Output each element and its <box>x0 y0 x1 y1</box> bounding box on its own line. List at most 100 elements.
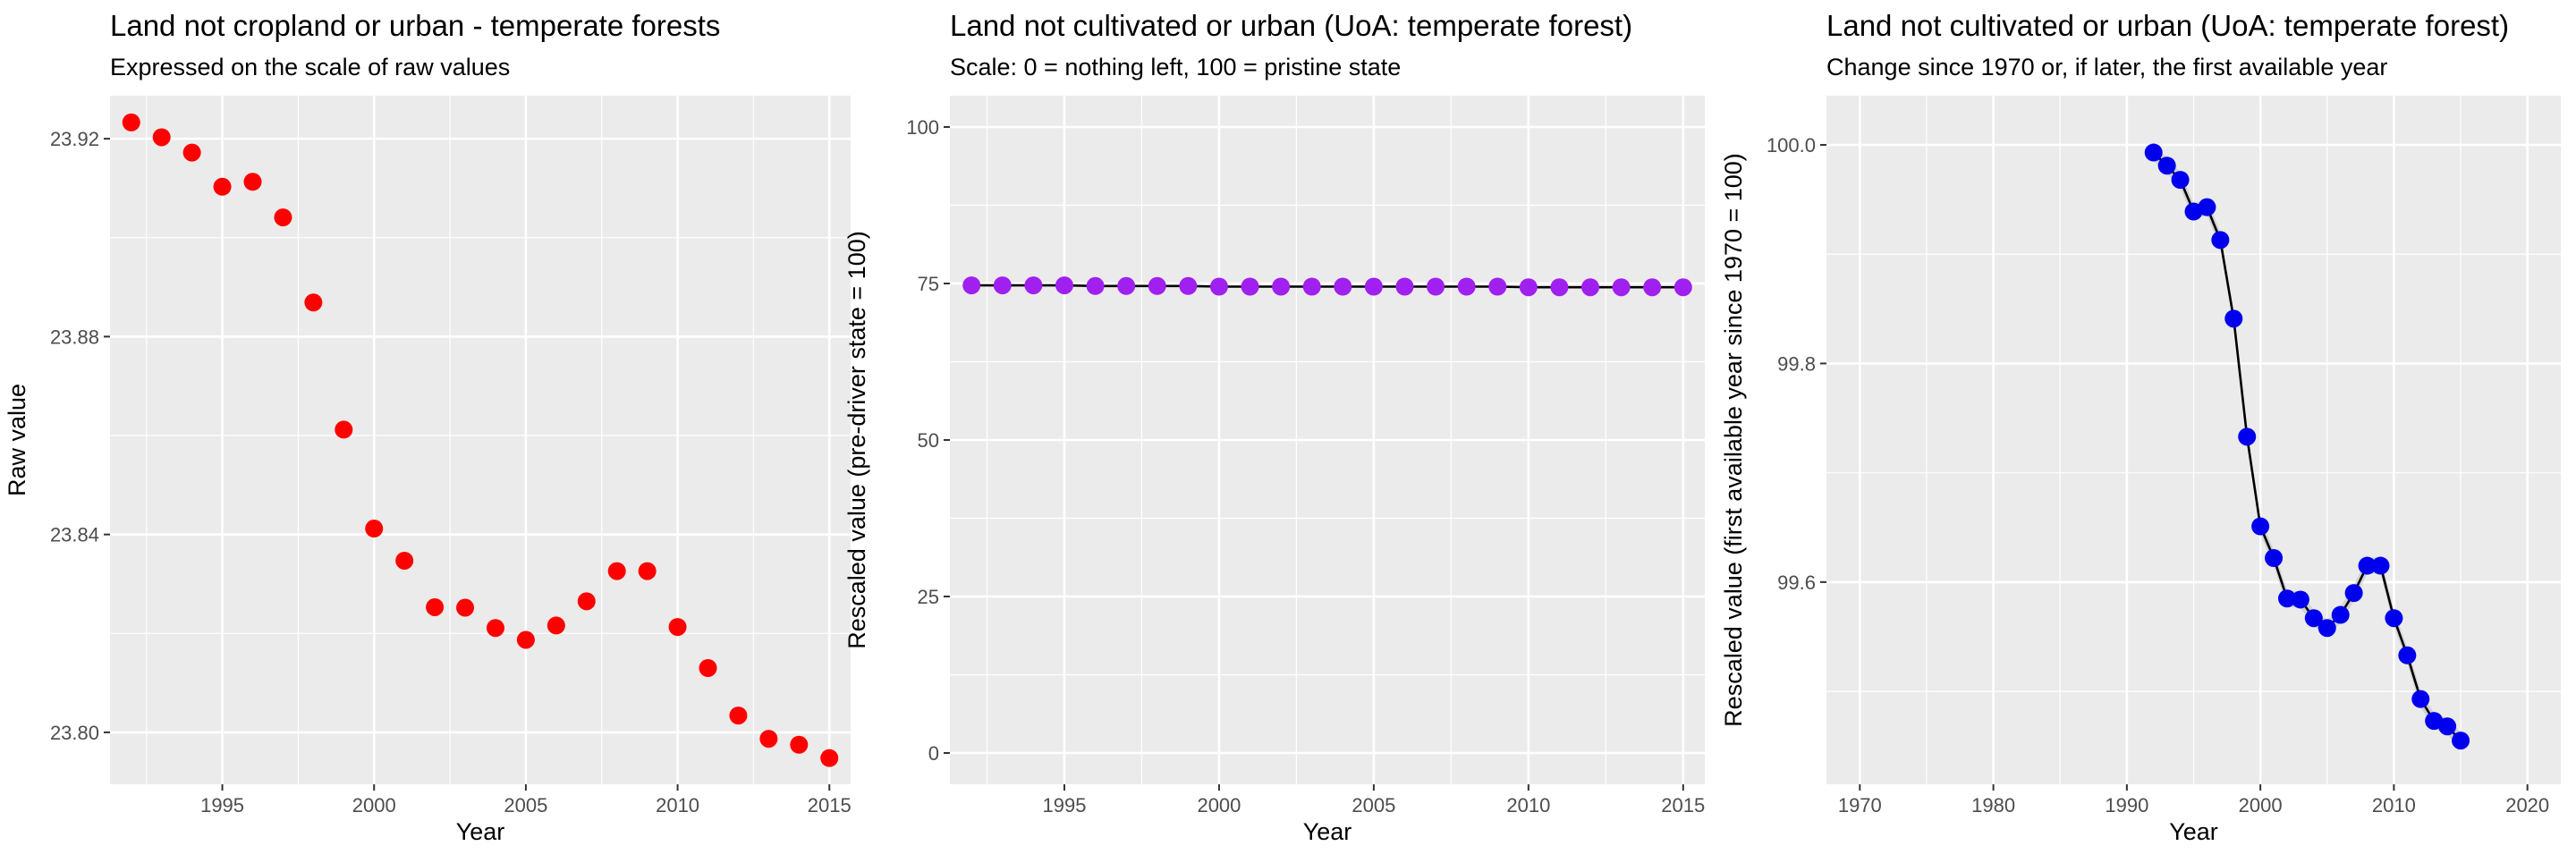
data-point <box>1302 277 1321 296</box>
data-point <box>486 619 504 638</box>
y-tick-label: 100.0 <box>1767 134 1816 157</box>
x-tick-label: 1970 <box>1838 794 1882 816</box>
data-point <box>1643 278 1662 297</box>
data-point <box>2344 584 2363 603</box>
data-point <box>2438 717 2457 736</box>
data-point <box>2144 143 2163 162</box>
y-tick-label: 0 <box>928 742 939 765</box>
y-tick-label: 99.8 <box>1777 352 1816 375</box>
data-point <box>2277 589 2296 608</box>
data-point <box>759 730 778 749</box>
data-point <box>1457 277 1476 296</box>
data-point <box>1395 277 1414 296</box>
data-point <box>182 143 201 162</box>
panel-rescaled-values: Land not cultivated or urban (UoA: tempe… <box>843 9 1705 845</box>
data-point <box>395 551 414 570</box>
chart-title: Land not cultivated or urban (UoA: tempe… <box>1826 9 2509 42</box>
x-axis-label: Year <box>1303 818 1352 845</box>
data-point <box>1024 276 1043 295</box>
data-point <box>790 735 809 754</box>
data-point <box>1488 277 1507 296</box>
y-axis-ticks: 0 25 50 75 100 <box>906 116 950 765</box>
data-point <box>152 128 171 147</box>
data-point <box>607 562 626 580</box>
data-point <box>2251 517 2270 536</box>
y-tick-label: 23.88 <box>50 326 99 348</box>
chart-title: Land not cultivated or urban (UoA: tempe… <box>950 9 1632 42</box>
plot-area <box>110 96 851 784</box>
data-point <box>2304 609 2323 628</box>
data-point <box>547 616 565 635</box>
x-tick-label: 2020 <box>2505 794 2549 816</box>
data-point <box>516 630 535 649</box>
x-tick-label: 2000 <box>1197 794 1241 816</box>
data-point <box>962 276 981 295</box>
data-point <box>1272 277 1291 296</box>
data-point <box>1086 276 1105 295</box>
x-tick-label: 1995 <box>200 794 244 816</box>
data-point <box>1209 277 1228 296</box>
data-point <box>1612 278 1631 297</box>
data-point <box>456 598 475 617</box>
panel-change-since-first-year: Land not cultivated or urban (UoA: tempe… <box>1720 9 2561 845</box>
grid-lines <box>950 96 1705 784</box>
data-point <box>668 618 687 637</box>
x-axis-ticks: 1970 1980 1990 2000 2010 2020 <box>1838 784 2549 816</box>
data-point <box>2171 171 2190 190</box>
data-point <box>1674 278 1692 297</box>
y-tick-label: 99.6 <box>1777 571 1816 594</box>
y-tick-label: 100 <box>906 116 939 139</box>
data-point <box>2198 198 2216 216</box>
data-point <box>2238 427 2257 446</box>
data-point <box>335 420 353 439</box>
x-tick-label: 2010 <box>2372 794 2416 816</box>
data-point <box>2331 605 2350 624</box>
data-point <box>729 706 748 725</box>
y-axis-label: Rescaled value (first available year sin… <box>1720 153 1747 727</box>
grid-lines <box>110 96 851 784</box>
data-point <box>1241 277 1259 296</box>
data-point <box>2157 157 2176 175</box>
data-point <box>1117 276 1136 295</box>
y-axis-label: Rescaled value (pre-driver state = 100) <box>843 231 870 648</box>
data-point <box>2318 619 2336 638</box>
data-points <box>2144 143 2470 750</box>
data-point <box>1550 278 1569 297</box>
data-point <box>122 113 140 131</box>
y-axis-ticks: 99.6 99.8 100.0 <box>1767 134 1826 594</box>
x-tick-label: 2000 <box>2239 794 2283 816</box>
chart-subtitle: Change since 1970 or, if later, the firs… <box>1826 54 2387 80</box>
data-point <box>577 592 596 611</box>
data-point <box>1364 277 1383 296</box>
data-point <box>2358 556 2377 575</box>
chart-title: Land not cropland or urban - temperate f… <box>110 9 720 42</box>
data-point <box>2371 556 2390 575</box>
x-tick-label: 2000 <box>352 794 396 816</box>
data-point <box>426 597 445 616</box>
x-tick-label: 2015 <box>808 794 852 816</box>
data-point <box>1179 276 1198 295</box>
x-tick-label: 1995 <box>1043 794 1087 816</box>
y-tick-label: 23.92 <box>50 128 99 150</box>
data-point <box>2291 590 2309 609</box>
y-tick-label: 75 <box>918 273 939 295</box>
data-point <box>699 659 717 678</box>
data-point <box>274 208 292 227</box>
data-points <box>962 276 1692 297</box>
chart-subtitle: Expressed on the scale of raw values <box>110 54 510 80</box>
x-axis-ticks: 1995 2000 2005 2010 2015 <box>1043 784 1705 816</box>
y-tick-label: 50 <box>918 429 939 452</box>
y-axis-ticks: 23.80 23.84 23.88 23.92 <box>50 128 110 744</box>
x-tick-label: 2010 <box>1506 794 1550 816</box>
data-point <box>2211 231 2230 250</box>
data-point <box>1519 278 1538 297</box>
data-points <box>122 113 839 767</box>
y-tick-label: 23.84 <box>50 524 99 546</box>
x-tick-label: 1990 <box>2105 794 2148 816</box>
data-point <box>2224 309 2243 328</box>
data-point <box>243 173 262 191</box>
x-tick-label: 2005 <box>504 794 547 816</box>
panel-raw-values: Land not cropland or urban - temperate f… <box>4 9 852 845</box>
